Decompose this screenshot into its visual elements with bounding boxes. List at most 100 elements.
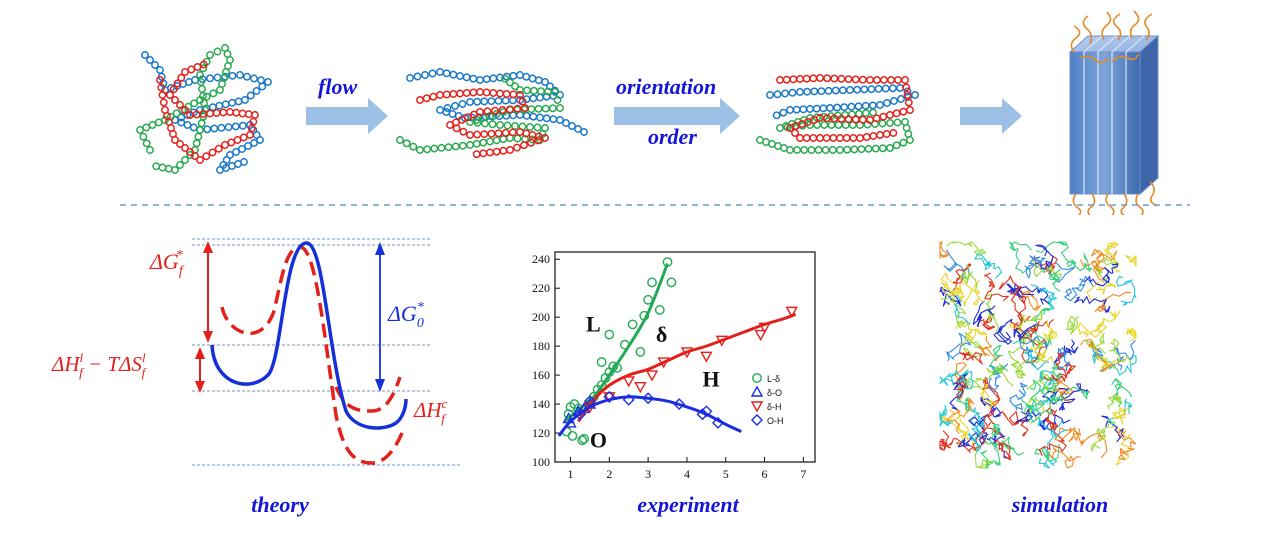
bead <box>406 74 414 82</box>
bead <box>812 104 821 113</box>
bead <box>542 114 551 123</box>
bead <box>466 118 474 126</box>
bead <box>221 141 229 149</box>
bead <box>830 114 839 123</box>
bead <box>527 105 536 114</box>
bead <box>556 116 564 124</box>
bead <box>444 143 453 152</box>
red-dashed-curve <box>220 245 404 465</box>
sim-chain <box>1012 331 1053 348</box>
bead <box>904 98 913 107</box>
bead <box>814 146 823 154</box>
bead <box>864 144 873 153</box>
bead <box>836 134 844 142</box>
bead <box>458 141 467 150</box>
bead <box>430 144 439 153</box>
region-label-delta: δ <box>656 322 667 347</box>
bead <box>486 148 494 157</box>
x-tick-label: 3 <box>645 467 651 481</box>
bead <box>215 101 224 110</box>
bead <box>862 133 871 141</box>
caption-theory: theory <box>251 492 309 517</box>
data-point <box>680 347 694 359</box>
bead <box>492 136 501 145</box>
bead <box>851 75 860 84</box>
bead <box>899 138 908 147</box>
bead <box>236 71 244 79</box>
sim-chain <box>1024 255 1042 279</box>
region-label-h: H <box>702 367 719 392</box>
sim-chain <box>1019 376 1053 412</box>
sim-chain <box>1109 338 1132 363</box>
bead <box>187 65 196 74</box>
bead <box>541 134 549 142</box>
sim-chain <box>946 332 972 362</box>
bead <box>436 91 444 99</box>
bead <box>231 122 240 131</box>
data-point <box>596 357 607 367</box>
sim-chain <box>939 241 949 259</box>
sim-chain <box>1010 338 1043 370</box>
sim-chain <box>1042 383 1090 405</box>
sim-chain <box>1124 254 1137 267</box>
sim-chain <box>1091 420 1116 452</box>
x-tick-label: 2 <box>606 467 612 481</box>
bead <box>501 74 509 83</box>
bead <box>466 98 474 106</box>
bead <box>779 108 788 117</box>
bead <box>186 151 194 159</box>
sim-chain <box>1054 426 1080 443</box>
sim-chain <box>939 405 954 427</box>
bead <box>479 149 488 158</box>
bead <box>827 121 836 129</box>
bead <box>456 72 464 80</box>
bead <box>876 101 884 109</box>
bead <box>530 86 538 95</box>
data-point <box>754 329 767 341</box>
bead <box>250 139 258 147</box>
bead <box>793 146 802 154</box>
flow-label: flow <box>318 74 358 99</box>
data-point <box>596 380 607 391</box>
bead <box>181 156 189 164</box>
bead <box>146 56 154 64</box>
bead <box>534 104 543 113</box>
sim-chain <box>1064 275 1094 302</box>
bead <box>541 104 550 113</box>
bead <box>858 115 867 124</box>
bead <box>194 132 203 141</box>
legend-marker <box>750 401 764 413</box>
bead <box>893 118 902 127</box>
bead <box>866 116 874 124</box>
bead <box>212 109 221 117</box>
sim-chain <box>939 373 961 400</box>
bead <box>890 97 898 105</box>
bead <box>413 72 422 81</box>
bead <box>869 132 878 140</box>
y-tick-label: 200 <box>532 310 550 324</box>
bead <box>809 74 818 83</box>
legend-label: δ-H <box>767 402 782 412</box>
bead <box>258 82 267 91</box>
bead <box>219 108 228 117</box>
bead <box>171 166 179 174</box>
sim-chain <box>1024 351 1050 371</box>
bead <box>186 111 194 119</box>
sim-chain <box>967 414 984 453</box>
data-point <box>583 395 596 408</box>
sim-chain <box>1110 426 1131 466</box>
arrow-right-icon <box>306 98 388 134</box>
y-tick-label: 140 <box>532 397 550 411</box>
bead <box>776 76 784 84</box>
bead <box>496 89 504 98</box>
x-tick-label: 5 <box>723 467 729 481</box>
fit-line-2 <box>577 312 797 423</box>
sim-chain <box>1023 394 1060 415</box>
sim-chain <box>980 431 1025 456</box>
bead <box>442 108 451 116</box>
bead <box>548 104 557 113</box>
bead <box>181 106 189 114</box>
bead <box>796 134 804 142</box>
sim-chain <box>939 286 962 307</box>
bead <box>479 114 488 122</box>
